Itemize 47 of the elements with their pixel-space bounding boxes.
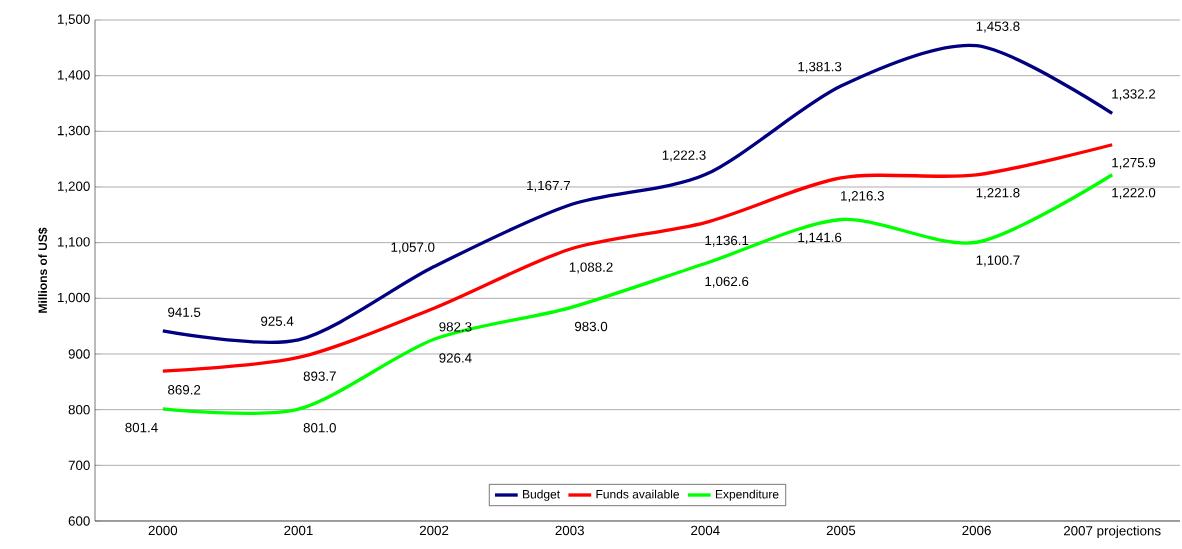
- data-label: 1,088.2: [569, 262, 613, 274]
- data-label: 1,141.6: [798, 232, 842, 244]
- data-label: 926.4: [439, 353, 472, 363]
- data-label: 1,381.3: [798, 61, 842, 73]
- data-label: 1,100.7: [976, 255, 1020, 267]
- data-label: 1,062.6: [705, 276, 749, 288]
- x-tick-label: 2002: [419, 525, 449, 536]
- data-label: 982.3: [439, 322, 472, 332]
- y-tick-label: 1,300: [57, 125, 90, 137]
- x-tick-label: 2005: [826, 525, 856, 536]
- y-tick-label: 1,400: [57, 70, 90, 82]
- data-label: 1,222.3: [662, 150, 706, 162]
- data-label: 1,167.7: [527, 180, 570, 192]
- data-label: 801.0: [303, 423, 336, 433]
- line-series: [161, 143, 1114, 373]
- y-tick-label: 1,200: [57, 181, 90, 193]
- y-tick-label: 1,000: [57, 292, 90, 304]
- data-label: 1,332.2: [1112, 89, 1156, 101]
- y-tick-label: 600: [68, 516, 90, 526]
- x-tick-label: 2000: [148, 525, 178, 536]
- y-tick-label: 900: [68, 349, 90, 359]
- y-tick-label: 700: [68, 460, 90, 471]
- legend-label: Funds available: [596, 489, 680, 499]
- x-tick-label: 2001: [284, 525, 313, 536]
- y-tick-label: 1,100: [57, 237, 90, 249]
- y-axis-title: Millions of US$: [37, 227, 48, 313]
- data-label: 925.4: [261, 316, 294, 326]
- data-label: 801.4: [125, 422, 158, 433]
- data-label: 1,221.8: [976, 188, 1020, 200]
- data-label: 1,216.3: [841, 191, 884, 203]
- data-label: 893.7: [303, 371, 336, 381]
- x-tick-label: 2007 projections: [1063, 525, 1161, 539]
- data-label: 1,453.8: [976, 21, 1020, 33]
- data-label: 1,057.0: [391, 242, 435, 254]
- data-label: 983.0: [574, 321, 608, 332]
- data-label: 941.5: [168, 307, 201, 317]
- x-tick-label: 2003: [555, 525, 584, 536]
- legend-label: Budget: [523, 489, 560, 501]
- y-tick-label: 800: [68, 404, 90, 415]
- y-tick-label: 1,500: [57, 14, 90, 26]
- legend-label: Expenditure: [715, 489, 779, 501]
- data-label: 1,222.0: [1112, 187, 1156, 199]
- x-tick-label: 2004: [691, 525, 720, 536]
- data-label: 869.2: [168, 385, 201, 395]
- x-tick-label: 2006: [962, 525, 991, 536]
- data-label: 1,275.9: [1112, 157, 1156, 169]
- data-label: 1,136.1: [705, 235, 749, 247]
